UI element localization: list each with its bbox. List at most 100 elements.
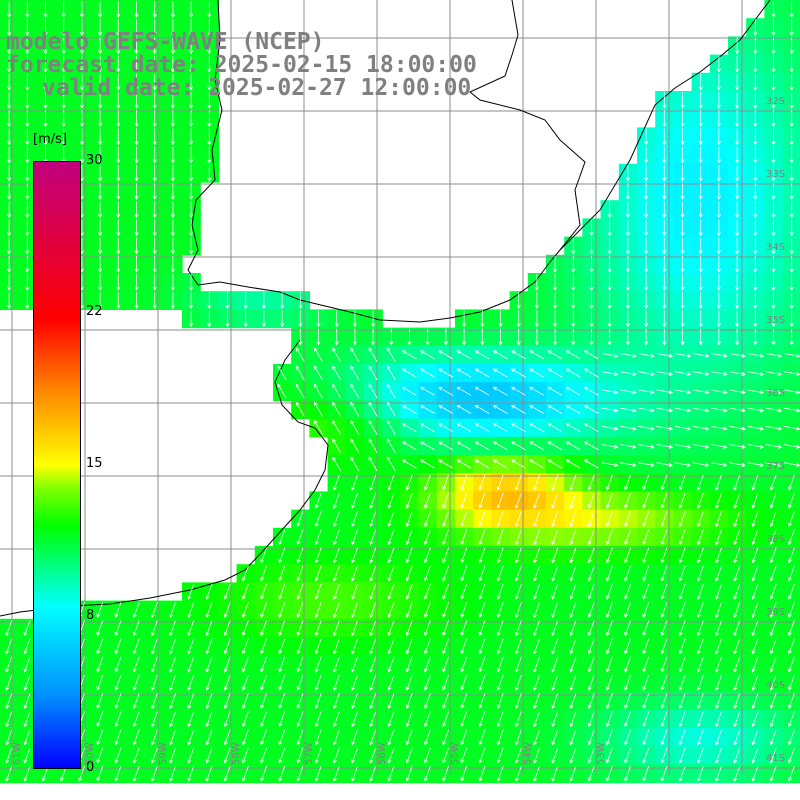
wind-arrow: [368, 420, 378, 435]
wind-arrow: [187, 583, 195, 600]
wind-arrow: [515, 765, 522, 782]
wind-arrow: [678, 620, 686, 637]
wind-arrow: [771, 146, 776, 164]
wind-arrow: [606, 620, 613, 637]
wind-arrow: [295, 383, 305, 399]
wind-arrow: [697, 656, 704, 673]
wind-arrow: [624, 474, 631, 491]
wind-arrow: [23, 711, 31, 728]
wind-arrow: [751, 638, 759, 655]
wind-arrow: [43, 73, 48, 91]
wind-arrow: [715, 674, 722, 691]
wind-arrow: [606, 492, 613, 509]
wind-arrow: [333, 638, 340, 655]
wind-arrow: [710, 371, 728, 376]
wind-arrow: [551, 474, 559, 491]
wind-arrow: [660, 656, 668, 673]
wind-arrow: [170, 55, 175, 73]
wind-arrow: [314, 583, 322, 600]
latitude-label: 41S: [766, 753, 785, 764]
latitude-label: 33S: [766, 169, 785, 180]
latitude-label: 40S: [766, 680, 785, 691]
wind-arrow: [625, 310, 630, 328]
wind-arrow: [678, 602, 686, 618]
wind-arrow: [424, 674, 431, 691]
wind-arrow: [170, 128, 175, 146]
wind-arrow: [351, 602, 358, 618]
wind-arrow: [207, 55, 212, 73]
wind-arrow: [371, 328, 376, 346]
wind-arrow: [314, 383, 323, 399]
wind-arrow: [114, 620, 122, 637]
wind-arrow: [151, 638, 158, 655]
wind-arrow: [511, 386, 526, 396]
wind-arrow: [553, 292, 558, 310]
wind-arrow: [788, 656, 795, 673]
wind-arrow: [735, 328, 740, 346]
wind-arrow: [401, 350, 417, 360]
wind-arrow: [733, 511, 741, 527]
wind-arrow: [788, 547, 795, 564]
wind-arrow: [405, 638, 413, 655]
wind-arrow: [314, 729, 322, 746]
wind-arrow: [333, 602, 340, 618]
wind-arrow: [260, 729, 267, 746]
wind-arrow: [314, 365, 323, 381]
wind-arrow: [351, 747, 358, 764]
wind-arrow: [692, 462, 710, 467]
wind-arrow: [25, 292, 30, 310]
wind-arrow: [478, 511, 486, 527]
wind-arrow: [771, 292, 776, 310]
wind-arrow: [114, 674, 122, 691]
wind-arrow: [735, 164, 740, 182]
wind-arrow: [223, 620, 231, 637]
wind-arrow: [280, 310, 285, 328]
wind-arrow: [765, 444, 783, 449]
wind-arrow: [25, 219, 30, 237]
wind-arrow: [729, 407, 746, 413]
wind-arrow: [189, 219, 194, 237]
wind-arrow: [698, 183, 703, 200]
wind-arrow: [680, 110, 685, 128]
wind-arrow: [401, 386, 417, 396]
wind-arrow: [205, 620, 213, 637]
wind-arrow: [134, 255, 139, 273]
wind-arrow: [751, 474, 759, 491]
wind-arrow: [187, 729, 195, 746]
wind-arrow: [386, 456, 396, 472]
wind-arrow: [788, 474, 795, 491]
wind-arrow: [638, 371, 655, 376]
wind-arrow: [61, 19, 66, 37]
wind-arrow: [587, 620, 595, 637]
wind-arrow: [223, 693, 231, 709]
wind-arrow: [715, 638, 722, 655]
wind-arrow: [478, 711, 486, 728]
wind-arrow: [387, 747, 395, 764]
wind-arrow: [735, 37, 740, 55]
wind-arrow: [205, 729, 213, 746]
wind-arrow: [424, 693, 431, 709]
wind-arrow: [5, 674, 13, 691]
wind-arrow: [729, 389, 746, 395]
wind-arrow: [261, 292, 266, 310]
wind-arrow: [751, 747, 759, 764]
wind-arrow: [152, 255, 157, 273]
wind-arrow: [551, 602, 559, 618]
wind-arrow: [442, 547, 449, 564]
wind-arrow: [583, 386, 599, 396]
wind-arrow: [735, 237, 740, 255]
wind-arrow: [170, 164, 175, 182]
wind-arrow: [492, 386, 508, 396]
wind-arrow: [715, 529, 722, 546]
wind-arrow: [369, 583, 377, 600]
wind-arrow: [152, 183, 157, 200]
wind-arrow: [715, 711, 722, 728]
wind-arrow: [332, 383, 342, 399]
wind-arrow: [769, 765, 777, 782]
wind-arrow: [660, 747, 668, 764]
wind-arrow: [751, 511, 759, 527]
wind-arrow: [296, 620, 304, 637]
wind-arrow: [624, 583, 631, 600]
wind-arrow: [456, 386, 472, 396]
wind-arrow: [260, 638, 267, 655]
